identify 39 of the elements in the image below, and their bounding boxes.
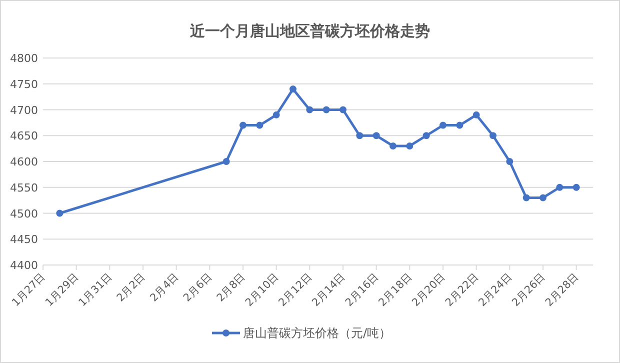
point bbox=[540, 194, 546, 202]
point bbox=[290, 86, 296, 93]
y-tick-label: 4400 bbox=[10, 259, 38, 272]
y-tick-label: 4700 bbox=[10, 104, 38, 117]
y-tick-label: 4450 bbox=[10, 233, 38, 246]
point bbox=[456, 122, 464, 129]
y-tick-label: 4600 bbox=[10, 156, 38, 168]
legend-label: 唐山普碳方坯价格（元/吨） bbox=[243, 326, 392, 340]
x-tick-label: 1月31日 bbox=[76, 270, 115, 309]
x-tick-label: 2月4日 bbox=[148, 270, 182, 304]
point bbox=[490, 132, 496, 140]
y-tick-label: 4750 bbox=[10, 78, 38, 91]
y-tick-label: 4800 bbox=[10, 52, 38, 65]
point bbox=[522, 194, 530, 202]
point bbox=[472, 111, 480, 118]
point bbox=[272, 111, 280, 118]
x-tick-label: 2月28日 bbox=[543, 270, 582, 309]
point bbox=[222, 158, 230, 165]
point bbox=[356, 132, 364, 140]
y-tick-label: 4550 bbox=[10, 181, 38, 194]
point bbox=[340, 106, 346, 114]
point bbox=[406, 142, 414, 150]
point bbox=[256, 122, 264, 129]
point bbox=[56, 210, 64, 217]
point bbox=[556, 184, 564, 191]
point bbox=[322, 106, 330, 114]
y-tick-label: 4650 bbox=[10, 130, 38, 143]
y-tick-label: 4500 bbox=[10, 207, 38, 220]
point bbox=[306, 106, 314, 114]
point bbox=[422, 132, 430, 140]
x-tick-label: 2月6日 bbox=[181, 270, 215, 304]
chart-title: 近一个月唐山地区普碳方坯价格走势 bbox=[189, 22, 430, 40]
point bbox=[440, 122, 446, 129]
point bbox=[390, 142, 396, 150]
point bbox=[506, 158, 514, 165]
x-tick-label: 2月2日 bbox=[114, 270, 148, 304]
point bbox=[240, 122, 246, 129]
point bbox=[572, 184, 580, 191]
point bbox=[372, 132, 380, 140]
